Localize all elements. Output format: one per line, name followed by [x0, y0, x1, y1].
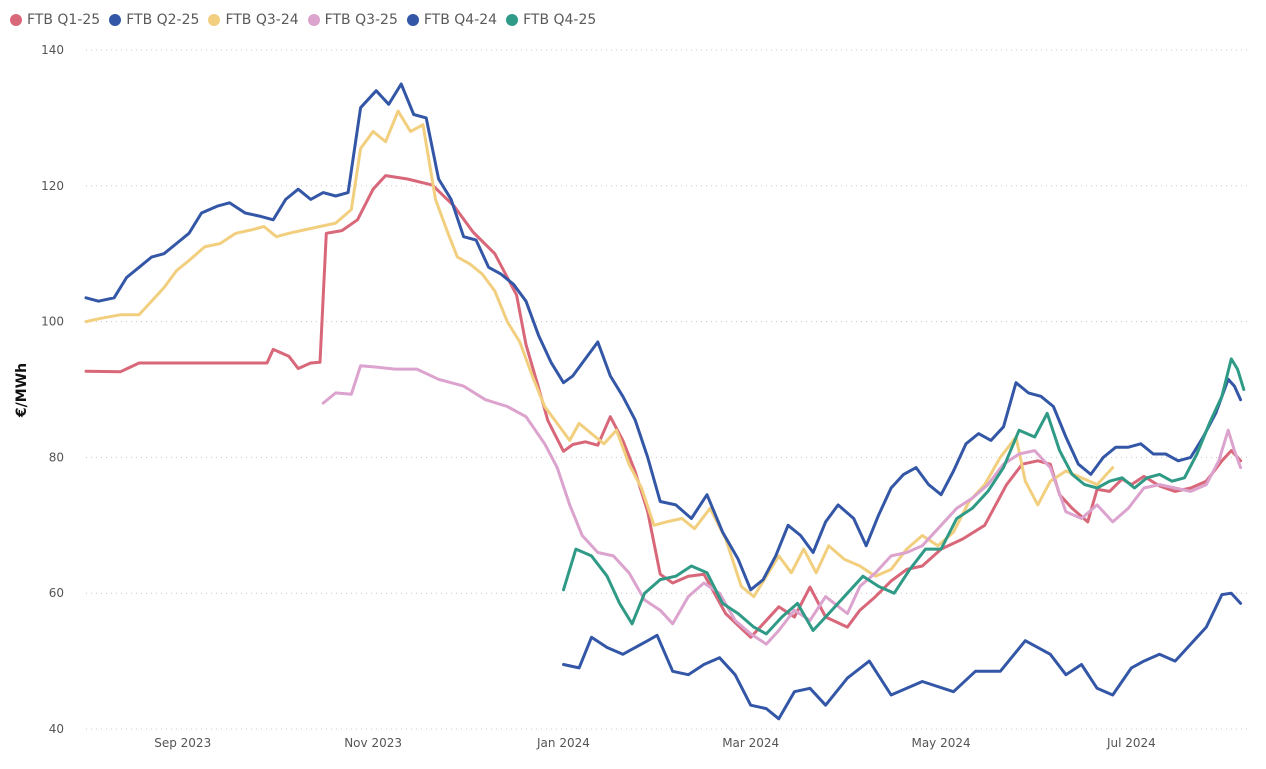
series-line-ftb-q1-25: [84, 174, 1243, 639]
x-tick-label: Mar 2024: [722, 736, 779, 750]
series-line-ftb-q4-24: [84, 82, 1243, 592]
x-axis: Sep 2023 Nov 2023 Jan 2024 Mar 2024 May 2024…: [154, 736, 1156, 750]
series-line-ftb-q2-25: [562, 591, 1243, 721]
legend: FTB Q1-25 FTB Q2-25 FTB Q3-24 FTB Q3-25 FTB …: [10, 9, 605, 31]
x-tick-label: Jul 2024: [1106, 736, 1156, 750]
y-tick-label: 120: [41, 179, 64, 193]
legend-label: FTB Q4-25: [523, 12, 597, 28]
y-tick-label: 100: [41, 315, 64, 329]
legend-item[interactable]: FTB Q2-25: [109, 12, 199, 28]
legend-marker-icon: [109, 14, 122, 26]
series-line-ftb-q3-24: [84, 109, 1115, 599]
legend-item[interactable]: FTB Q4-25: [506, 12, 596, 28]
x-tick-label: May 2024: [911, 736, 970, 750]
y-axis-label: €/MWh: [14, 363, 30, 418]
y-tick-label: 80: [49, 450, 64, 464]
legend-label: FTB Q3-24: [225, 12, 299, 28]
y-tick-label: 140: [41, 43, 64, 57]
x-tick-label: Nov 2023: [344, 736, 402, 750]
legend-label: FTB Q3-25: [324, 12, 398, 28]
legend-item[interactable]: FTB Q3-25: [307, 12, 398, 28]
y-tick-label: 40: [49, 722, 64, 736]
series-line-ftb-q3-25: [321, 364, 1243, 646]
y-tick-label: 60: [49, 586, 64, 600]
y-axis: 40 60 80 100 120 140: [41, 43, 64, 736]
x-tick-label: Jan 2024: [536, 736, 590, 750]
legend-item[interactable]: FTB Q4-24: [406, 12, 498, 28]
legend-marker-icon: [10, 14, 22, 26]
x-tick-label: Sep 2023: [154, 736, 211, 750]
series-line-ftb-q4-25: [562, 357, 1246, 636]
legend-label: FTB Q2-25: [126, 12, 200, 28]
legend-marker-icon: [307, 14, 320, 26]
legend-label: FTB Q1-25: [27, 12, 101, 28]
gridlines: [86, 49, 1250, 730]
legend-marker-icon: [406, 14, 419, 26]
legend-item[interactable]: FTB Q1-25: [10, 12, 100, 28]
legend-marker-icon: [208, 14, 221, 26]
legend-label: FTB Q4-24: [423, 12, 498, 28]
legend-item[interactable]: FTB Q3-24: [208, 12, 299, 28]
legend-marker-icon: [506, 14, 519, 26]
series: [84, 82, 1246, 721]
